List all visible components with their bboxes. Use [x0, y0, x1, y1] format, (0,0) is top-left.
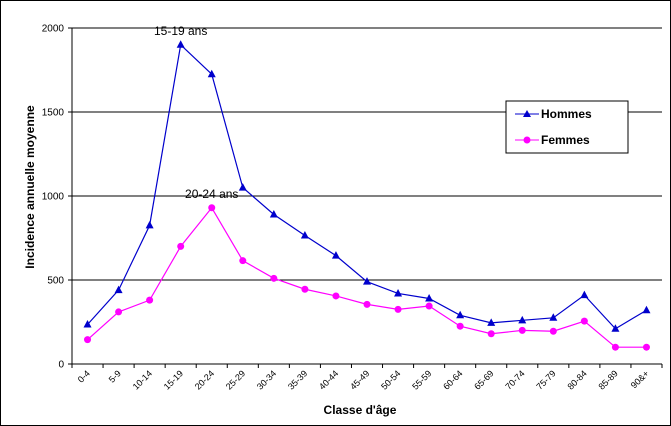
y-tick-label-500: 500 — [47, 276, 64, 287]
series-femmes — [84, 204, 650, 351]
point-hommes-10-14 — [145, 220, 154, 229]
legend-marker-femmes — [523, 136, 531, 144]
point-hommes-30-34 — [269, 209, 278, 218]
point-femmes-80-84 — [580, 317, 588, 325]
point-femmes-35-39 — [301, 285, 309, 293]
y-tick-label-0: 0 — [58, 360, 64, 371]
point-femmes-5-9 — [115, 308, 123, 316]
point-hommes-25-29 — [238, 183, 247, 191]
y-tick-label-1500: 1500 — [42, 108, 65, 119]
legend: Hommes Femmes — [505, 100, 629, 154]
y-tick-label-1000: 1000 — [42, 192, 65, 203]
y-tick-label-2000: 2000 — [42, 24, 65, 35]
legend-entry-femmes: Femmes — [515, 133, 590, 147]
series-hommes — [83, 40, 651, 332]
point-hommes-70-74 — [518, 315, 527, 324]
point-hommes-45-49 — [363, 277, 371, 285]
point-hommes-80-84 — [580, 290, 589, 299]
point-hommes-50-54 — [394, 288, 403, 297]
point-hommes-55-59 — [425, 293, 434, 302]
point-hommes-5-9 — [114, 285, 123, 294]
point-femmes-0-4 — [84, 336, 92, 344]
point-femmes-85-89 — [611, 343, 619, 351]
point-hommes-90 — [642, 305, 651, 314]
annotation-15-19-ans: 15-19 ans — [154, 24, 207, 38]
legend-box — [505, 100, 629, 154]
point-femmes-75-79 — [549, 327, 557, 335]
point-hommes-0-4 — [83, 320, 92, 328]
y-axis-ticks: 0 500 1000 1500 2000 — [42, 24, 72, 371]
y-axis-title: Incidence annuelle moyenne — [23, 105, 37, 269]
point-femmes-65-69 — [487, 330, 495, 338]
point-femmes-20-24 — [208, 204, 216, 212]
point-femmes-55-59 — [425, 302, 433, 310]
point-femmes-15-19 — [177, 242, 185, 250]
point-hommes-15-19 — [176, 40, 185, 48]
point-femmes-40-44 — [332, 292, 340, 300]
legend-label-femmes: Femmes — [541, 133, 590, 147]
point-hommes-20-24 — [207, 69, 216, 78]
point-femmes-10-14 — [146, 296, 154, 304]
point-femmes-30-34 — [270, 274, 278, 282]
point-hommes-85-89 — [611, 324, 620, 332]
point-hommes-40-44 — [331, 251, 340, 259]
x-axis-title: Classe d'âge — [324, 403, 397, 417]
legend-entry-hommes: Hommes — [515, 107, 592, 121]
legend-marker-hommes — [523, 110, 531, 117]
legend-label-hommes: Hommes — [541, 107, 592, 121]
point-hommes-60-64 — [456, 310, 465, 319]
point-femmes-25-29 — [239, 257, 247, 265]
point-femmes-50-54 — [394, 305, 402, 313]
point-femmes-45-49 — [363, 300, 371, 308]
point-hommes-75-79 — [549, 313, 558, 321]
annotation-layer: 15-19 ans 20-24 ans — [154, 24, 238, 201]
point-femmes-90 — [642, 343, 650, 351]
point-hommes-35-39 — [300, 230, 309, 239]
point-femmes-70-74 — [518, 326, 526, 334]
annotation-20-24-ans: 20-24 ans — [185, 187, 238, 201]
series-layer — [83, 40, 651, 351]
point-femmes-60-64 — [456, 322, 464, 330]
point-hommes-65-69 — [487, 318, 496, 326]
